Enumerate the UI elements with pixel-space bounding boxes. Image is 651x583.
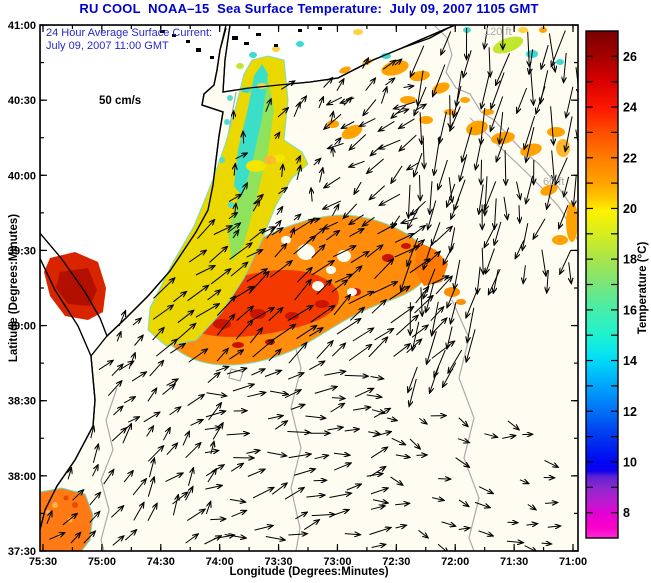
current-overlay-note: 24 Hour Average Surface Current: July 09… (46, 27, 212, 52)
colorbar-tick-label: 26 (623, 50, 637, 64)
current-note-line1: 24 Hour Average Surface Current: (46, 27, 213, 39)
current-note-line2: July 09, 2007 11:00 GMT (46, 39, 169, 52)
y-tick-label: 40:00 (8, 170, 36, 182)
x-axis-label: Longitude (Degrees:Minutes) (229, 566, 389, 578)
x-tick-label: 74:30 (147, 556, 175, 568)
vector-scale-label: 50 cm/s (99, 95, 142, 107)
colorbar-tick-label: 8 (623, 506, 630, 520)
depth-contour-label: 60 ft (543, 176, 565, 188)
x-tick-label: 72:30 (382, 556, 410, 568)
figure-title: RU COOL NOAA–15 Sea Surface Temperature:… (79, 1, 539, 16)
y-tick-label: 39:30 (8, 245, 36, 257)
x-tick-label: 71:30 (500, 556, 528, 568)
colorbar-tick-label: 18 (623, 253, 637, 267)
colorbar-tick-label: 14 (623, 354, 637, 368)
x-tick-label: 71:00 (559, 556, 587, 568)
y-tick-label: 41:00 (8, 20, 36, 32)
y-tick-label: 38:00 (8, 471, 36, 483)
x-tick-label: 75:30 (29, 556, 57, 568)
x-tick-label: 73:30 (264, 556, 292, 568)
colorbar-tick-label: 10 (623, 455, 637, 469)
colorbar-tick-label: 22 (623, 151, 637, 165)
x-tick-label: 75:00 (88, 556, 116, 568)
colorbar-label: Temperature (°C) (637, 241, 649, 335)
y-tick-label: 37:30 (8, 546, 36, 558)
depth-contour-label: 120 ft (484, 26, 512, 38)
y-tick-label: 39:00 (8, 321, 36, 333)
y-axis-label: Latitude (Degrees:Minutes) (8, 213, 20, 363)
y-tick-label: 40:30 (8, 95, 36, 107)
x-tick-label: 74:00 (206, 556, 234, 568)
colorbar-tick-label: 16 (623, 303, 637, 317)
x-tick-label: 72:00 (441, 556, 469, 568)
colorbar-tick-label: 24 (623, 101, 637, 115)
colorbar-tick-label: 20 (623, 202, 637, 216)
colorbar-tick-label: 12 (623, 405, 637, 419)
x-tick-label: 73:00 (323, 556, 351, 568)
y-tick-label: 38:30 (8, 396, 36, 408)
